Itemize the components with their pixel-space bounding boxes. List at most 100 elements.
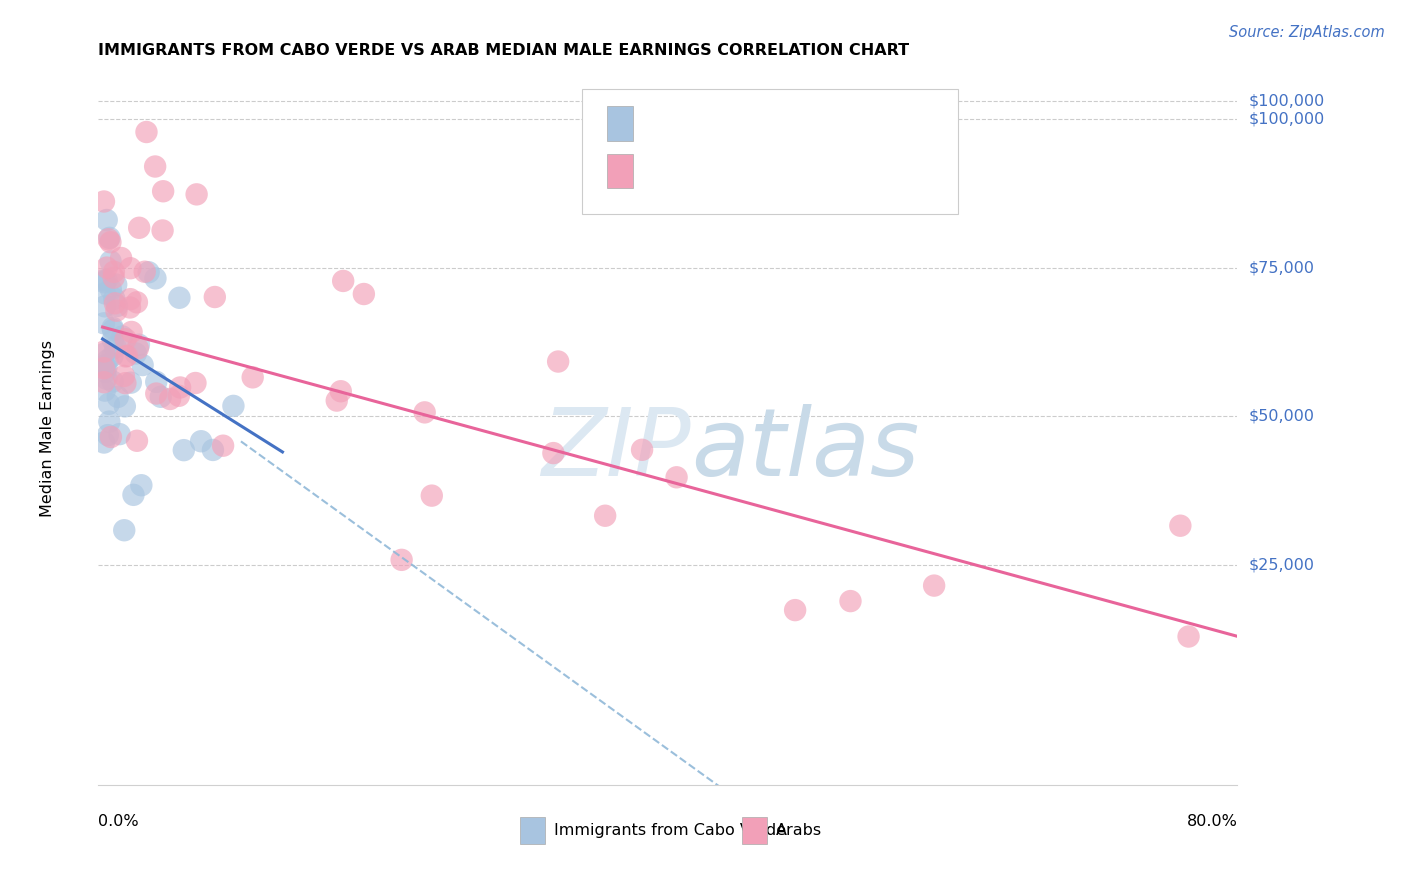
Point <box>101 375 124 389</box>
Text: $25,000: $25,000 <box>1249 558 1315 573</box>
Point <box>242 370 264 384</box>
Point <box>122 488 145 502</box>
Point <box>93 273 115 287</box>
Point <box>118 301 141 315</box>
Point <box>190 434 212 449</box>
Point <box>114 332 136 346</box>
Point <box>104 296 127 310</box>
Text: 0.0%: 0.0% <box>98 814 139 829</box>
Point <box>105 303 128 318</box>
Point <box>326 393 349 408</box>
Point <box>329 384 352 399</box>
Point <box>96 260 118 275</box>
Point <box>391 553 413 567</box>
Point <box>94 365 117 379</box>
Point <box>108 427 131 442</box>
Text: Median Male Earnings: Median Male Earnings <box>39 340 55 516</box>
Point <box>97 232 120 246</box>
Point <box>98 415 121 429</box>
Point <box>212 439 235 453</box>
Point <box>922 578 945 592</box>
Point <box>543 446 565 460</box>
Point <box>105 277 128 292</box>
Point <box>631 442 654 457</box>
Point <box>145 375 167 389</box>
Text: $50,000: $50,000 <box>1249 409 1315 424</box>
Point <box>131 478 153 492</box>
Point <box>169 380 191 394</box>
Point <box>173 443 195 458</box>
Point <box>125 434 148 448</box>
Point <box>93 347 115 361</box>
Text: Source: ZipAtlas.com: Source: ZipAtlas.com <box>1229 25 1385 40</box>
Point <box>104 340 127 354</box>
Text: $100,000: $100,000 <box>1249 112 1324 127</box>
Point <box>149 390 172 404</box>
Point <box>110 251 132 265</box>
Point <box>204 290 226 304</box>
Point <box>222 399 245 413</box>
Point <box>101 349 124 363</box>
Point <box>547 354 569 368</box>
Point <box>145 271 167 285</box>
Point <box>96 360 118 375</box>
Point <box>103 292 125 306</box>
Point <box>665 470 688 484</box>
Point <box>96 372 118 386</box>
Point <box>127 342 149 356</box>
Point <box>101 333 124 347</box>
Point <box>1177 630 1199 644</box>
Point <box>138 265 160 279</box>
Point <box>101 320 124 334</box>
Point <box>103 265 125 279</box>
Point <box>107 390 129 404</box>
Point <box>115 349 138 363</box>
Point <box>111 329 134 343</box>
Point <box>93 275 115 289</box>
Point <box>100 254 122 268</box>
Point <box>152 223 174 237</box>
Text: Immigrants from Cabo Verde: Immigrants from Cabo Verde <box>554 823 786 838</box>
Point <box>353 287 375 301</box>
Point <box>94 299 117 313</box>
Point <box>134 265 156 279</box>
Bar <box>742 817 766 844</box>
Point <box>332 274 354 288</box>
Point <box>128 220 150 235</box>
Point <box>97 353 120 368</box>
Text: R =  -0.505   N = 57: R = -0.505 N = 57 <box>644 162 844 180</box>
Text: R =  -0.276   N = 50: R = -0.276 N = 50 <box>644 114 844 132</box>
Point <box>112 523 135 537</box>
Text: Arabs: Arabs <box>776 823 823 838</box>
Text: IMMIGRANTS FROM CABO VERDE VS ARAB MEDIAN MALE EARNINGS CORRELATION CHART: IMMIGRANTS FROM CABO VERDE VS ARAB MEDIA… <box>98 43 910 58</box>
Point <box>120 376 142 390</box>
Text: 80.0%: 80.0% <box>1187 814 1237 829</box>
Point <box>184 376 207 390</box>
Point <box>143 160 166 174</box>
Point <box>94 286 117 301</box>
Bar <box>520 817 546 844</box>
Point <box>121 325 143 339</box>
Point <box>159 392 181 406</box>
Point <box>114 350 136 364</box>
Point <box>97 428 120 442</box>
Text: atlas: atlas <box>690 404 920 495</box>
Point <box>101 323 124 337</box>
Point <box>93 359 115 373</box>
Point <box>93 435 115 450</box>
Point <box>152 184 174 198</box>
Point <box>93 344 115 359</box>
Point <box>593 508 616 523</box>
Point <box>97 397 120 411</box>
Text: $100,000: $100,000 <box>1249 94 1324 109</box>
Point <box>186 187 208 202</box>
Point <box>100 235 122 250</box>
Point <box>98 231 121 245</box>
Point <box>128 337 150 351</box>
Point <box>125 346 148 360</box>
Point <box>131 358 153 372</box>
Point <box>103 270 125 285</box>
Point <box>96 273 118 287</box>
Point <box>100 430 122 444</box>
Point <box>112 369 135 384</box>
